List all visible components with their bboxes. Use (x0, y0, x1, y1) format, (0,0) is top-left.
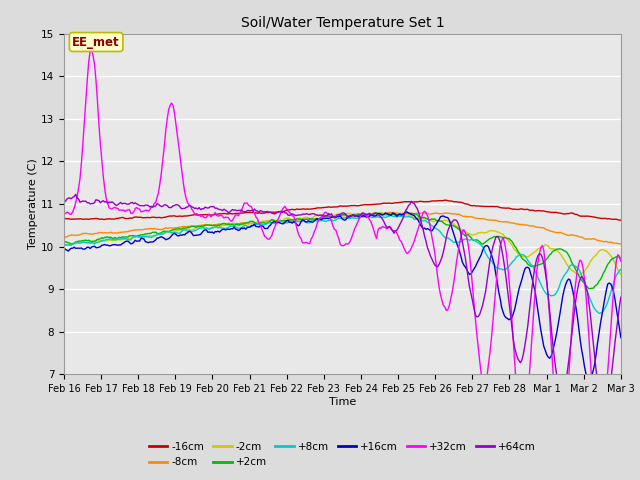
+64cm (541, 269, 549, 275)
+32cm (60, 212, 68, 217)
-16cm (97, 216, 104, 222)
-2cm (79, 240, 87, 245)
+2cm (458, 231, 466, 237)
+32cm (595, 443, 603, 449)
+32cm (616, 253, 623, 259)
-2cm (616, 269, 623, 275)
+2cm (60, 240, 68, 245)
+2cm (616, 254, 623, 260)
-16cm (346, 203, 354, 208)
+16cm (60, 245, 68, 251)
+16cm (616, 324, 623, 330)
-2cm (378, 210, 386, 216)
Title: Soil/Water Temperature Set 1: Soil/Water Temperature Set 1 (241, 16, 444, 30)
Line: +2cm: +2cm (64, 212, 621, 289)
Line: +8cm: +8cm (64, 216, 621, 313)
+64cm (458, 239, 466, 244)
-16cm (541, 209, 549, 215)
-2cm (617, 272, 625, 277)
+2cm (403, 209, 411, 215)
+2cm (346, 213, 354, 219)
+16cm (79, 246, 87, 252)
-16cm (458, 200, 466, 205)
Text: EE_met: EE_met (72, 36, 120, 48)
+2cm (97, 236, 104, 241)
+8cm (60, 241, 68, 247)
+64cm (348, 212, 356, 218)
-16cm (79, 216, 87, 222)
-8cm (617, 241, 625, 247)
+32cm (88, 48, 95, 53)
-8cm (97, 230, 104, 236)
+2cm (541, 258, 549, 264)
+32cm (458, 228, 466, 234)
Line: -2cm: -2cm (64, 213, 621, 275)
+8cm (97, 239, 104, 244)
-2cm (97, 238, 104, 244)
+32cm (98, 157, 106, 163)
+8cm (617, 266, 625, 272)
+16cm (585, 375, 593, 381)
+32cm (617, 258, 625, 264)
-16cm (617, 217, 625, 223)
+32cm (541, 261, 549, 266)
-2cm (60, 242, 68, 248)
+16cm (97, 244, 104, 250)
+16cm (617, 335, 625, 340)
+2cm (585, 286, 593, 292)
+64cm (98, 199, 106, 204)
+8cm (387, 213, 395, 218)
-16cm (60, 216, 68, 222)
Line: +16cm: +16cm (64, 212, 621, 378)
+64cm (72, 192, 79, 197)
-2cm (346, 211, 354, 216)
-16cm (441, 197, 449, 203)
Y-axis label: Temperature (C): Temperature (C) (28, 158, 38, 250)
+64cm (617, 294, 625, 300)
-8cm (386, 209, 394, 215)
+8cm (616, 268, 623, 274)
+64cm (60, 199, 68, 205)
+16cm (541, 347, 549, 353)
Line: +32cm: +32cm (64, 50, 621, 446)
-8cm (60, 234, 68, 240)
+8cm (458, 238, 466, 244)
+16cm (346, 213, 354, 219)
-8cm (458, 213, 466, 219)
+32cm (348, 234, 356, 240)
+8cm (595, 311, 603, 316)
+64cm (616, 304, 623, 310)
+2cm (617, 255, 625, 261)
Line: -8cm: -8cm (64, 212, 621, 244)
-8cm (346, 212, 354, 218)
+2cm (79, 238, 87, 243)
+16cm (402, 209, 410, 215)
-2cm (576, 272, 584, 277)
+32cm (79, 140, 87, 146)
+16cm (458, 259, 466, 265)
-16cm (614, 217, 621, 223)
+8cm (346, 216, 354, 221)
+64cm (601, 406, 609, 412)
-2cm (458, 227, 466, 233)
Line: -16cm: -16cm (64, 200, 621, 220)
X-axis label: Time: Time (329, 397, 356, 407)
+64cm (81, 198, 88, 204)
+8cm (79, 240, 87, 245)
-8cm (79, 230, 87, 236)
-8cm (614, 240, 621, 246)
-2cm (541, 242, 549, 248)
Line: +64cm: +64cm (64, 194, 621, 409)
-8cm (541, 226, 549, 232)
Legend: -16cm, -8cm, -2cm, +2cm, +8cm, +16cm, +32cm, +64cm: -16cm, -8cm, -2cm, +2cm, +8cm, +16cm, +3… (145, 438, 540, 471)
+8cm (541, 289, 549, 295)
